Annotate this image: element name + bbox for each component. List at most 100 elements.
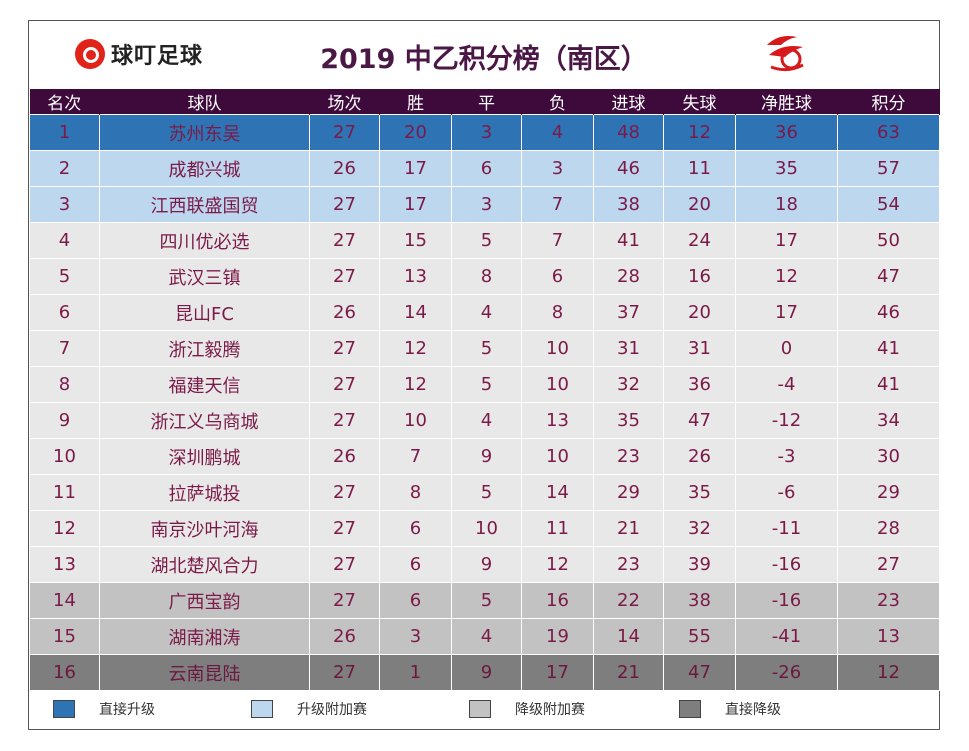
cell-played: 26 (309, 438, 380, 475)
cell-drawn: 5 (451, 474, 522, 511)
table-row: 13 湖北楚风合力 27 6 9 12 23 39 -16 27 (29, 546, 940, 583)
cell-goals-for: 38 (593, 186, 664, 223)
table-row: 12 南京沙叶河海 27 6 10 11 21 32 -11 28 (29, 510, 940, 547)
header: 球叮足球 2019 中乙积分榜（南区） (29, 21, 939, 89)
cell-rank: 10 (29, 438, 100, 475)
cell-goal-diff: 18 (735, 186, 838, 223)
cell-drawn: 5 (451, 582, 522, 619)
cell-goal-diff: 12 (735, 258, 838, 295)
cell-team: 福建天信 (99, 366, 310, 403)
cell-rank: 1 (29, 114, 100, 151)
cell-rank: 4 (29, 222, 100, 259)
column-header-goals-against: 失球 (663, 89, 736, 115)
cell-won: 6 (379, 510, 452, 547)
brand-icon (75, 39, 105, 69)
cell-lost: 19 (521, 618, 594, 655)
cell-rank: 8 (29, 366, 100, 403)
legend-swatch (53, 700, 75, 718)
cell-drawn: 4 (451, 618, 522, 655)
cell-points: 23 (837, 582, 940, 619)
cell-rank: 3 (29, 186, 100, 223)
cell-played: 27 (309, 654, 380, 691)
cell-goals-for: 14 (593, 618, 664, 655)
cell-lost: 8 (521, 294, 594, 331)
cell-points: 29 (837, 474, 940, 511)
cell-won: 20 (379, 114, 452, 151)
cell-played: 27 (309, 186, 380, 223)
column-header-rank: 名次 (29, 89, 100, 115)
cell-points: 41 (837, 330, 940, 367)
cell-goals-for: 23 (593, 438, 664, 475)
legend-swatch (469, 700, 491, 718)
cell-won: 12 (379, 330, 452, 367)
cell-team: 云南昆陆 (99, 654, 310, 691)
cell-points: 30 (837, 438, 940, 475)
cell-drawn: 5 (451, 222, 522, 259)
cell-rank: 14 (29, 582, 100, 619)
cell-won: 13 (379, 258, 452, 295)
cell-team: 拉萨城投 (99, 474, 310, 511)
column-header-goals-for: 进球 (593, 89, 664, 115)
cell-goals-against: 47 (663, 402, 736, 439)
cell-won: 6 (379, 582, 452, 619)
cell-goals-against: 16 (663, 258, 736, 295)
cell-goal-diff: -12 (735, 402, 838, 439)
column-header-played: 场次 (309, 89, 380, 115)
cell-lost: 10 (521, 366, 594, 403)
cell-goals-against: 39 (663, 546, 736, 583)
column-header-won: 胜 (379, 89, 452, 115)
legend-item: 降级附加赛 (469, 699, 585, 719)
legend-swatch (251, 700, 273, 718)
cell-drawn: 4 (451, 294, 522, 331)
cell-won: 8 (379, 474, 452, 511)
cell-lost: 17 (521, 654, 594, 691)
cell-goals-against: 55 (663, 618, 736, 655)
table-row: 11 拉萨城投 27 8 5 14 29 35 -6 29 (29, 474, 940, 511)
legend-item: 直接升级 (53, 699, 155, 719)
cell-drawn: 4 (451, 402, 522, 439)
column-header-points: 积分 (837, 89, 940, 115)
table-row: 16 云南昆陆 27 1 9 17 21 47 -26 12 (29, 654, 940, 691)
cell-rank: 12 (29, 510, 100, 547)
cell-played: 27 (309, 366, 380, 403)
table-row: 2 成都兴城 26 17 6 3 46 11 35 57 (29, 150, 940, 187)
column-header-goal-diff: 净胜球 (735, 89, 838, 115)
column-header-lost: 负 (521, 89, 594, 115)
cell-played: 27 (309, 114, 380, 151)
cell-played: 26 (309, 150, 380, 187)
cell-rank: 5 (29, 258, 100, 295)
table-row: 9 浙江义乌商城 27 10 4 13 35 47 -12 34 (29, 402, 940, 439)
cell-lost: 12 (521, 546, 594, 583)
legend: 直接升级 升级附加赛 降级附加赛 直接降级 (29, 689, 939, 729)
cell-goals-for: 21 (593, 510, 664, 547)
table-header-row: 名次 球队 场次胜平负进球 失球 净胜球 积分 (29, 89, 940, 115)
cell-drawn: 10 (451, 510, 522, 547)
cell-won: 17 (379, 150, 452, 187)
cell-rank: 13 (29, 546, 100, 583)
legend-label: 直接降级 (725, 702, 781, 718)
cell-points: 12 (837, 654, 940, 691)
cell-goals-for: 29 (593, 474, 664, 511)
cell-goal-diff: -41 (735, 618, 838, 655)
cell-won: 7 (379, 438, 452, 475)
cell-won: 17 (379, 186, 452, 223)
cell-lost: 13 (521, 402, 594, 439)
cell-drawn: 3 (451, 114, 522, 151)
cell-points: 50 (837, 222, 940, 259)
cell-points: 27 (837, 546, 940, 583)
cell-team: 南京沙叶河海 (99, 510, 310, 547)
cell-points: 41 (837, 366, 940, 403)
cell-team: 江西联盛国贸 (99, 186, 310, 223)
cell-goal-diff: -16 (735, 582, 838, 619)
league-logo-icon (767, 36, 804, 72)
cell-lost: 4 (521, 114, 594, 151)
cell-drawn: 3 (451, 186, 522, 223)
cell-played: 27 (309, 582, 380, 619)
cell-goals-against: 36 (663, 366, 736, 403)
cell-won: 10 (379, 402, 452, 439)
cell-rank: 9 (29, 402, 100, 439)
cell-goal-diff: 17 (735, 222, 838, 259)
cell-team: 广西宝韵 (99, 582, 310, 619)
cell-goal-diff: 0 (735, 330, 838, 367)
cell-goal-diff: -4 (735, 366, 838, 403)
